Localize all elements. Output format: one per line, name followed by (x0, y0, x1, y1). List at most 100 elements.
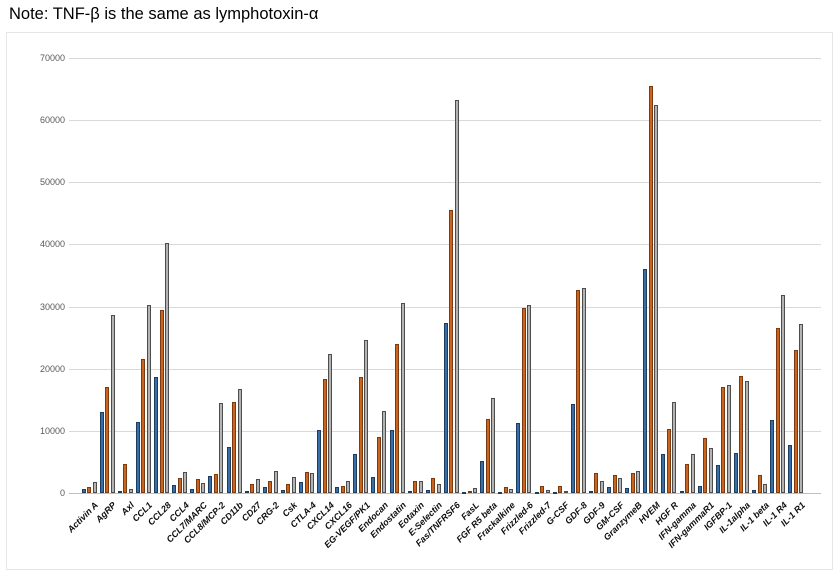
bar-blue (661, 453, 666, 493)
bar-gray (201, 483, 206, 493)
bar-gray (291, 476, 296, 493)
bar-orange (630, 473, 635, 493)
bar-blue (81, 488, 86, 493)
bar-gray (454, 100, 459, 493)
bar-gray (310, 473, 314, 493)
bar-gray (328, 353, 333, 493)
x-axis-line (69, 493, 821, 494)
bar-orange (739, 375, 744, 493)
bar-gray (509, 489, 514, 493)
bar-orange (159, 309, 164, 493)
bar-gray (763, 484, 767, 493)
bar-orange (721, 386, 726, 493)
bar-orange (395, 343, 400, 493)
y-axis-tick-label: 70000 (39, 53, 65, 63)
bar-gray (690, 453, 695, 493)
bar-blue (190, 488, 195, 493)
bar-blue (208, 475, 213, 493)
bar-blue (625, 488, 630, 493)
bar-blue (733, 452, 738, 493)
bar-blue (262, 487, 267, 493)
bar-orange (413, 480, 418, 493)
bar-gray (418, 480, 423, 493)
bar-gray (237, 388, 242, 493)
bar-gray (744, 380, 749, 493)
bar-gray (781, 295, 786, 493)
bar-gray (346, 481, 351, 493)
bar-blue (788, 444, 793, 493)
y-axis-tick-label: 10000 (39, 425, 65, 436)
bar-gray (599, 480, 604, 493)
bar-orange (521, 307, 526, 493)
bar-gray (799, 323, 804, 493)
gridline (69, 306, 821, 308)
bar-gray (473, 488, 478, 493)
bar-gray (183, 472, 188, 493)
bar-gray (545, 489, 550, 493)
bar-orange (703, 437, 708, 493)
bar-blue (480, 461, 485, 493)
bar-blue (226, 447, 231, 493)
bar-blue (552, 491, 557, 494)
gridline (69, 244, 821, 246)
bar-orange (793, 350, 798, 493)
bar-blue (425, 489, 430, 493)
bar-orange (503, 486, 508, 493)
y-axis-tick-label: 30000 (39, 301, 65, 312)
bar-blue (498, 491, 503, 494)
bar-gray (92, 481, 97, 493)
bar-orange (250, 483, 255, 493)
bar-orange (232, 402, 237, 493)
bar-orange (449, 210, 454, 493)
bar-orange (612, 474, 617, 493)
bar-orange (685, 464, 690, 493)
bar-orange (594, 473, 599, 493)
bar-blue (117, 491, 122, 494)
bar-orange (304, 471, 309, 493)
bar-blue (135, 422, 140, 493)
bar-gray (618, 478, 623, 493)
bar-blue (353, 453, 358, 493)
bar-gray (219, 402, 224, 493)
y-axis-tick-label: 40000 (39, 239, 65, 250)
bar-blue (534, 491, 539, 494)
bar-orange (105, 386, 110, 493)
gridline (69, 120, 821, 122)
bar-blue (570, 404, 575, 493)
y-axis-tick-label: 20000 (39, 363, 65, 374)
bar-blue (244, 490, 249, 493)
bar-blue (371, 476, 376, 493)
bar-gray (527, 304, 532, 493)
bar-orange (485, 419, 490, 493)
bar-orange (195, 478, 200, 493)
y-axis-tick-label: 50000 (39, 177, 65, 188)
y-axis-tick-label: 0 (59, 488, 65, 498)
bar-gray (708, 448, 713, 493)
bar-orange (467, 491, 472, 494)
gridline (69, 182, 821, 184)
bar-gray (581, 287, 586, 493)
y-axis-tick-label: 60000 (39, 115, 65, 126)
bar-gray (364, 340, 369, 493)
bar-orange (431, 478, 436, 493)
bar-blue (643, 269, 648, 493)
bar-gray (654, 105, 659, 493)
bar-blue (752, 489, 756, 493)
bar-blue (715, 465, 720, 493)
bar-blue (462, 491, 467, 494)
bar-blue (588, 491, 593, 494)
bar-blue (443, 323, 448, 493)
bar-gray (491, 397, 496, 493)
bar-orange (775, 328, 780, 493)
bar-blue (770, 420, 775, 493)
bar-orange (213, 473, 218, 493)
bar-orange (540, 486, 545, 493)
bar-blue (335, 487, 340, 493)
bar-blue (516, 422, 521, 493)
bar-orange (123, 464, 128, 493)
bar-orange (358, 376, 363, 493)
bar-gray (255, 479, 260, 493)
bar-orange (558, 486, 563, 493)
bar-orange (268, 480, 273, 493)
bar-blue (607, 486, 612, 493)
